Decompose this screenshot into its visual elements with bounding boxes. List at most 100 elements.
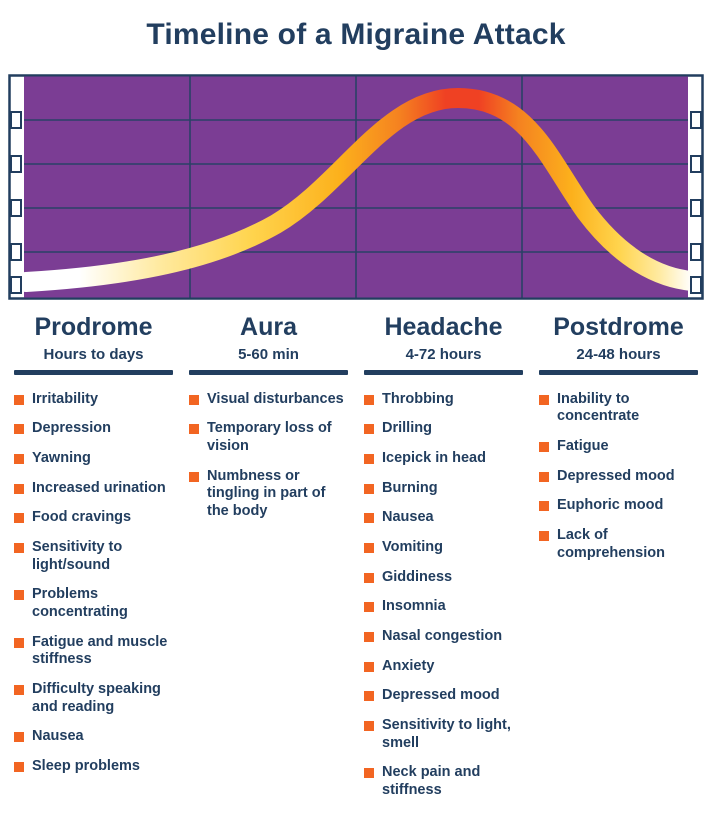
migraine-infographic: Timeline of a Migraine Attack	[0, 18, 712, 827]
phase-duration: 5-60 min	[238, 345, 299, 363]
phase-columns: Prodrome Hours to days Irritability Depr…	[0, 300, 712, 800]
bullet-square-icon	[14, 513, 24, 524]
symptom-item: Yawning	[14, 450, 173, 468]
symptom-item: Depressed mood	[364, 687, 523, 705]
symptom-item: Fatigue	[539, 438, 698, 456]
bullet-square-icon	[14, 590, 24, 601]
phase-name: Aura	[240, 313, 297, 341]
phase-column-headache: Headache 4-72 hours Throbbing Drilling	[364, 313, 523, 800]
symptom-item: Nausea	[14, 728, 173, 746]
bullet-square-icon	[189, 471, 199, 482]
phase-name: Postdrome	[553, 313, 684, 341]
symptom-label: Vomiting	[382, 538, 443, 555]
migraine-intensity-chart	[8, 74, 704, 300]
bullet-square-icon	[539, 394, 549, 405]
symptom-label: Neck pain and stiffness	[382, 764, 481, 799]
bell-curve-chart	[8, 74, 704, 300]
symptom-item: Irritability	[14, 391, 173, 409]
header-underline	[189, 369, 348, 375]
symptom-label: Food cravings	[32, 509, 132, 526]
symptom-label: Fatigue and muscle stiffness	[32, 633, 168, 668]
symptom-label: Difficulty speaking and reading	[32, 681, 161, 715]
symptom-label: Giddiness	[382, 568, 453, 585]
bullet-square-icon	[14, 685, 24, 696]
bullet-square-icon	[364, 513, 374, 524]
phase-column-postdrome: Postdrome 24-48 hours Inability to conce…	[539, 313, 698, 800]
symptom-item: Depressed mood	[539, 468, 698, 486]
symptom-label: Burning	[382, 479, 438, 496]
phase-duration: 24-48 hours	[576, 345, 661, 363]
symptom-list: Inability to concentrate Fatigue Depress…	[539, 391, 698, 563]
symptom-item: Giddiness	[364, 569, 523, 587]
header-underline	[14, 369, 173, 375]
symptom-list: Visual disturbances Temporary loss of vi…	[189, 391, 348, 521]
symptom-item: Sensitivity to light/sound	[14, 539, 173, 574]
symptom-item: Visual disturbances	[189, 391, 348, 409]
symptom-label: Problems concentrating	[32, 586, 128, 620]
symptom-label: Insomnia	[382, 598, 446, 615]
bullet-square-icon	[14, 453, 24, 464]
symptom-list: Irritability Depression Yawning	[14, 391, 173, 776]
symptom-list: Throbbing Drilling Icepick in head	[364, 391, 523, 800]
symptom-item: Problems concentrating	[14, 586, 173, 621]
bullet-square-icon	[14, 762, 24, 773]
symptom-item: Anxiety	[364, 658, 523, 676]
symptom-label: Yawning	[32, 449, 91, 466]
bullet-square-icon	[364, 602, 374, 613]
bullet-square-icon	[364, 453, 374, 464]
symptom-label: Nausea	[382, 509, 434, 526]
bullet-square-icon	[364, 424, 374, 435]
page-title: Timeline of a Migraine Attack	[146, 18, 566, 51]
symptom-label: Drilling	[382, 420, 432, 437]
bullet-square-icon	[14, 424, 24, 435]
symptom-label: Irritability	[32, 390, 99, 407]
bullet-square-icon	[539, 441, 549, 452]
symptom-item: Throbbing	[364, 391, 523, 409]
symptom-label: Fatigue	[557, 437, 609, 454]
symptom-item: Icepick in head	[364, 450, 523, 468]
bullet-square-icon	[189, 424, 199, 435]
symptom-label: Increased urination	[32, 479, 166, 496]
phase-column-prodrome: Prodrome Hours to days Irritability Depr…	[14, 313, 173, 800]
symptom-item: Drilling	[364, 420, 523, 438]
phase-name: Prodrome	[34, 313, 153, 341]
symptom-label: Depression	[32, 420, 111, 437]
bullet-square-icon	[539, 530, 549, 541]
bullet-square-icon	[189, 394, 199, 405]
symptom-item: Vomiting	[364, 539, 523, 557]
symptom-item: Increased urination	[14, 480, 173, 498]
symptom-item: Euphoric mood	[539, 497, 698, 515]
symptom-label: Sleep problems	[32, 758, 140, 775]
phase-column-aura: Aura 5-60 min Visual disturbances Tempor…	[189, 313, 348, 800]
bullet-square-icon	[364, 691, 374, 702]
left-axis-ticks	[10, 111, 22, 294]
bullet-square-icon	[14, 542, 24, 553]
bullet-square-icon	[14, 483, 24, 494]
symptom-label: Sensitivity to light, smell	[382, 717, 511, 751]
symptom-label: Visual disturbances	[207, 390, 344, 407]
symptom-item: Fatigue and muscle stiffness	[14, 634, 173, 669]
symptom-label: Depressed mood	[557, 467, 675, 484]
bullet-square-icon	[539, 501, 549, 512]
symptom-item: Sleep problems	[14, 758, 173, 776]
symptom-label: Throbbing	[382, 390, 454, 407]
intensity-curve	[16, 87, 702, 292]
symptom-item: Nausea	[364, 509, 523, 527]
bullet-square-icon	[364, 661, 374, 672]
bullet-square-icon	[364, 394, 374, 405]
symptom-item: Temporary loss of vision	[189, 420, 348, 455]
bullet-square-icon	[364, 721, 374, 732]
symptom-label: Depressed mood	[382, 687, 500, 704]
symptom-label: Inability to concentrate	[557, 390, 640, 425]
right-axis-ticks	[690, 111, 702, 294]
symptom-label: Sensitivity to light/sound	[32, 538, 123, 573]
bullet-square-icon	[364, 768, 374, 779]
symptom-item: Difficulty speaking and reading	[14, 681, 173, 716]
symptom-item: Insomnia	[364, 598, 523, 616]
symptom-item: Nasal congestion	[364, 628, 523, 646]
symptom-item: Numbness or tingling in part of the body	[189, 468, 348, 521]
phase-name: Headache	[384, 313, 503, 341]
bullet-square-icon	[364, 542, 374, 553]
phase-duration: 4-72 hours	[405, 345, 482, 363]
header-underline	[539, 369, 698, 375]
